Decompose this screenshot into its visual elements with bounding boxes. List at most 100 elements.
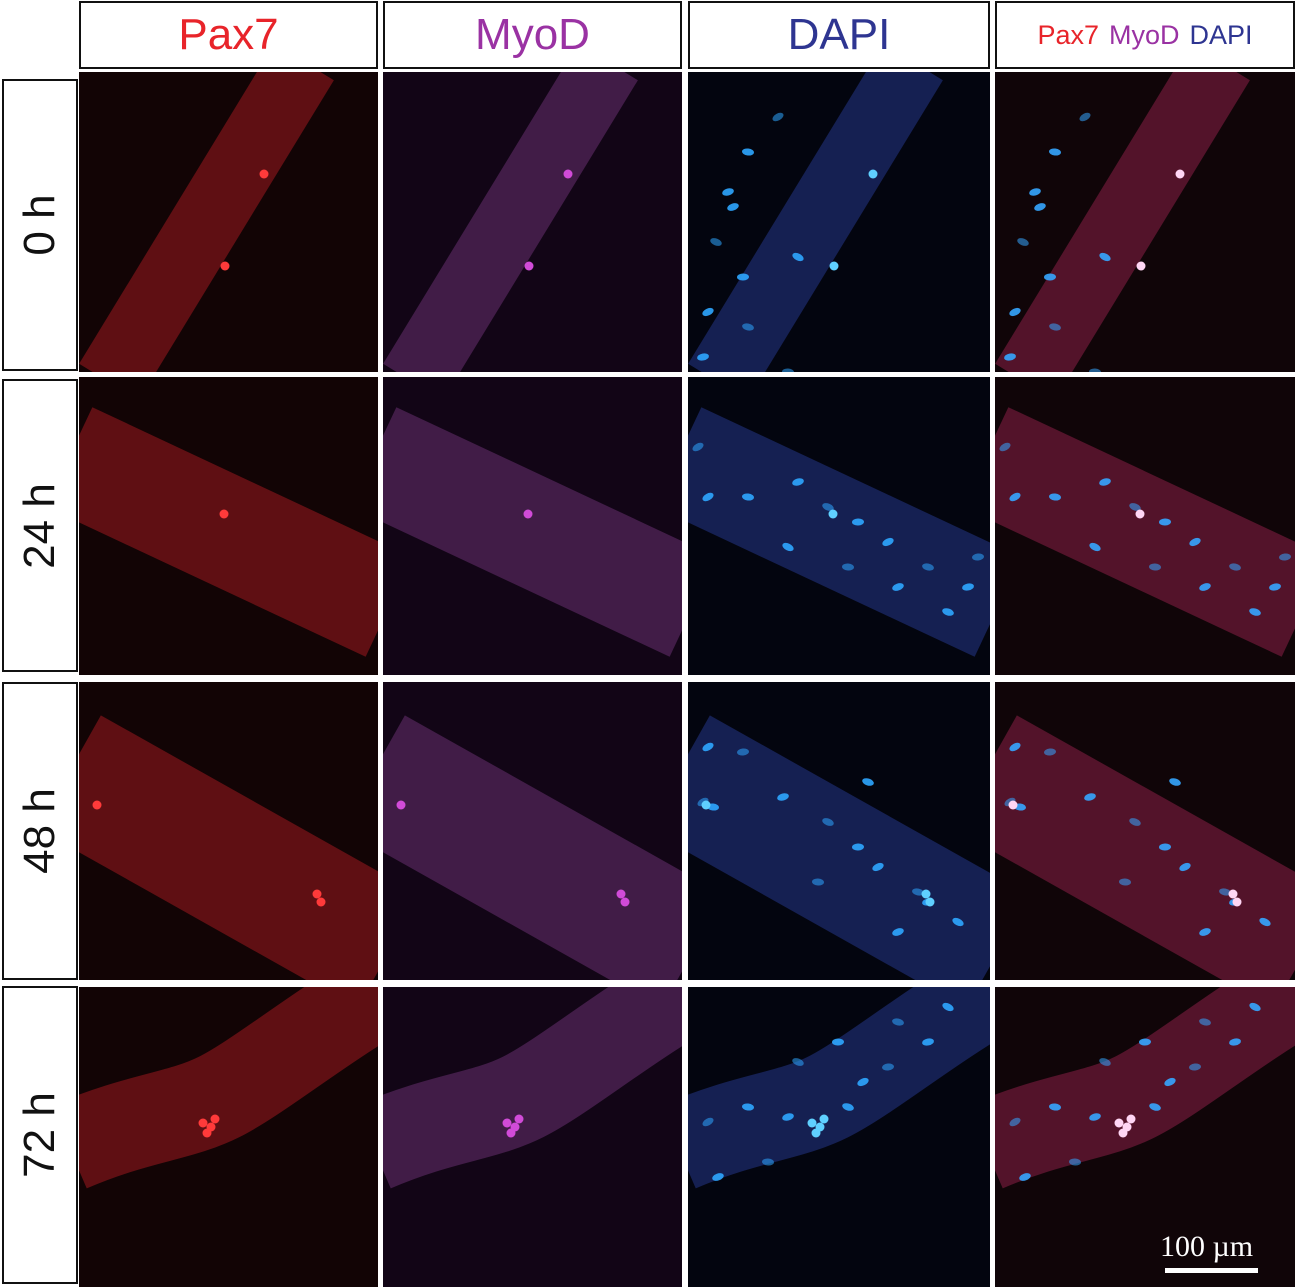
nucleus (852, 518, 864, 526)
micrograph-panel (995, 987, 1295, 1287)
muscle-fiber (79, 72, 334, 372)
column-header-myod: MyoD (383, 1, 682, 69)
nucleus (1269, 583, 1281, 591)
nucleus (832, 1038, 844, 1046)
merged-label-pax7: Pax7 (1037, 19, 1099, 50)
muscle-fiber (383, 987, 682, 1189)
merged-label-dapi: DAPI (1189, 19, 1253, 50)
nucleus (822, 503, 834, 511)
nucleus (862, 778, 874, 786)
satellite-cell (502, 1118, 512, 1128)
nucleus (692, 442, 704, 452)
nucleus (1179, 862, 1191, 872)
nucleus (1089, 1113, 1101, 1121)
nucleus (892, 928, 904, 936)
satellite-cell (259, 169, 269, 179)
micrograph-image (383, 377, 682, 675)
nucleus (742, 493, 754, 501)
column-header-merged: Pax7 MyoD DAPI (995, 1, 1295, 69)
nucleus (812, 878, 824, 886)
muscle-fiber (79, 715, 378, 980)
nucleus (782, 542, 794, 552)
nucleus (697, 353, 709, 361)
nucleus (1049, 323, 1061, 331)
micrograph-image (995, 987, 1295, 1287)
nucleus (1084, 793, 1096, 801)
row-header-0h: 0 h (2, 79, 78, 371)
row-header-24h: 24 h (2, 379, 78, 672)
micrograph-panel (79, 987, 378, 1287)
nucleus (1049, 148, 1061, 156)
nucleus (792, 1058, 804, 1066)
micrograph-image (79, 987, 378, 1287)
nucleus (712, 1173, 724, 1181)
nucleus (1017, 238, 1029, 246)
nucleus (1139, 1038, 1151, 1046)
satellite-cell (202, 1128, 212, 1138)
micrograph-image (383, 682, 682, 980)
row-label: 24 h (15, 482, 64, 569)
nucleus (1129, 818, 1141, 826)
micrograph-panel (79, 682, 378, 980)
muscle-fiber (688, 715, 990, 980)
row-label: 0 h (15, 194, 64, 256)
nucleus (1069, 1158, 1081, 1166)
micrograph-image (688, 377, 990, 675)
nucleus (782, 1113, 794, 1121)
nucleus (1099, 1058, 1111, 1066)
micrograph-image (79, 377, 378, 675)
nucleus (1219, 888, 1231, 896)
nucleus (702, 742, 714, 752)
micrograph-panel (688, 377, 990, 675)
micrograph-panel (995, 72, 1295, 372)
muscle-fiber (995, 987, 1295, 1189)
satellite-cell (701, 800, 711, 810)
column-label: MyoD (475, 10, 590, 59)
row-header-48h: 48 h (2, 682, 78, 980)
nucleus (1049, 1103, 1061, 1111)
satellite-cell (828, 509, 838, 519)
nucleus (1249, 608, 1261, 616)
nucleus (922, 1038, 934, 1046)
satellite-cell (92, 800, 102, 810)
merged-label-myod: MyoD (1109, 19, 1180, 50)
satellite-cell (210, 1114, 220, 1124)
nucleus (1169, 778, 1181, 786)
nucleus (1019, 1173, 1031, 1181)
nucleus (1199, 928, 1211, 936)
satellite-cell (620, 897, 630, 907)
nucleus (1009, 307, 1021, 317)
nucleus (942, 608, 954, 616)
nucleus (892, 1018, 904, 1026)
nucleus (1159, 843, 1171, 851)
nucleus (1249, 1002, 1261, 1012)
satellite-cell (219, 509, 229, 519)
nucleus (1009, 492, 1021, 502)
micrograph-image (383, 987, 682, 1287)
micrograph-panel (383, 72, 682, 372)
nucleus (702, 307, 714, 317)
nucleus (1029, 188, 1041, 196)
nucleus (1119, 878, 1131, 886)
micrograph-image (995, 72, 1295, 372)
micrograph-panel (383, 987, 682, 1287)
nucleus (842, 563, 854, 571)
nucleus (1229, 1038, 1241, 1046)
muscle-fiber (688, 987, 990, 1189)
nucleus (822, 818, 834, 826)
satellite-cell (506, 1128, 516, 1138)
nucleus (742, 1103, 754, 1111)
muscle-fiber (995, 407, 1295, 657)
nucleus (742, 148, 754, 156)
nucleus (742, 323, 754, 331)
satellite-cell (819, 1114, 829, 1124)
nucleus (1004, 353, 1016, 361)
nucleus (762, 1158, 774, 1166)
satellite-cell (1114, 1118, 1124, 1128)
satellite-cell (1175, 169, 1185, 179)
nucleus (727, 203, 739, 211)
nucleus (922, 563, 934, 571)
nucleus (792, 252, 804, 262)
nucleus (852, 843, 864, 851)
satellite-cell (1228, 889, 1238, 899)
